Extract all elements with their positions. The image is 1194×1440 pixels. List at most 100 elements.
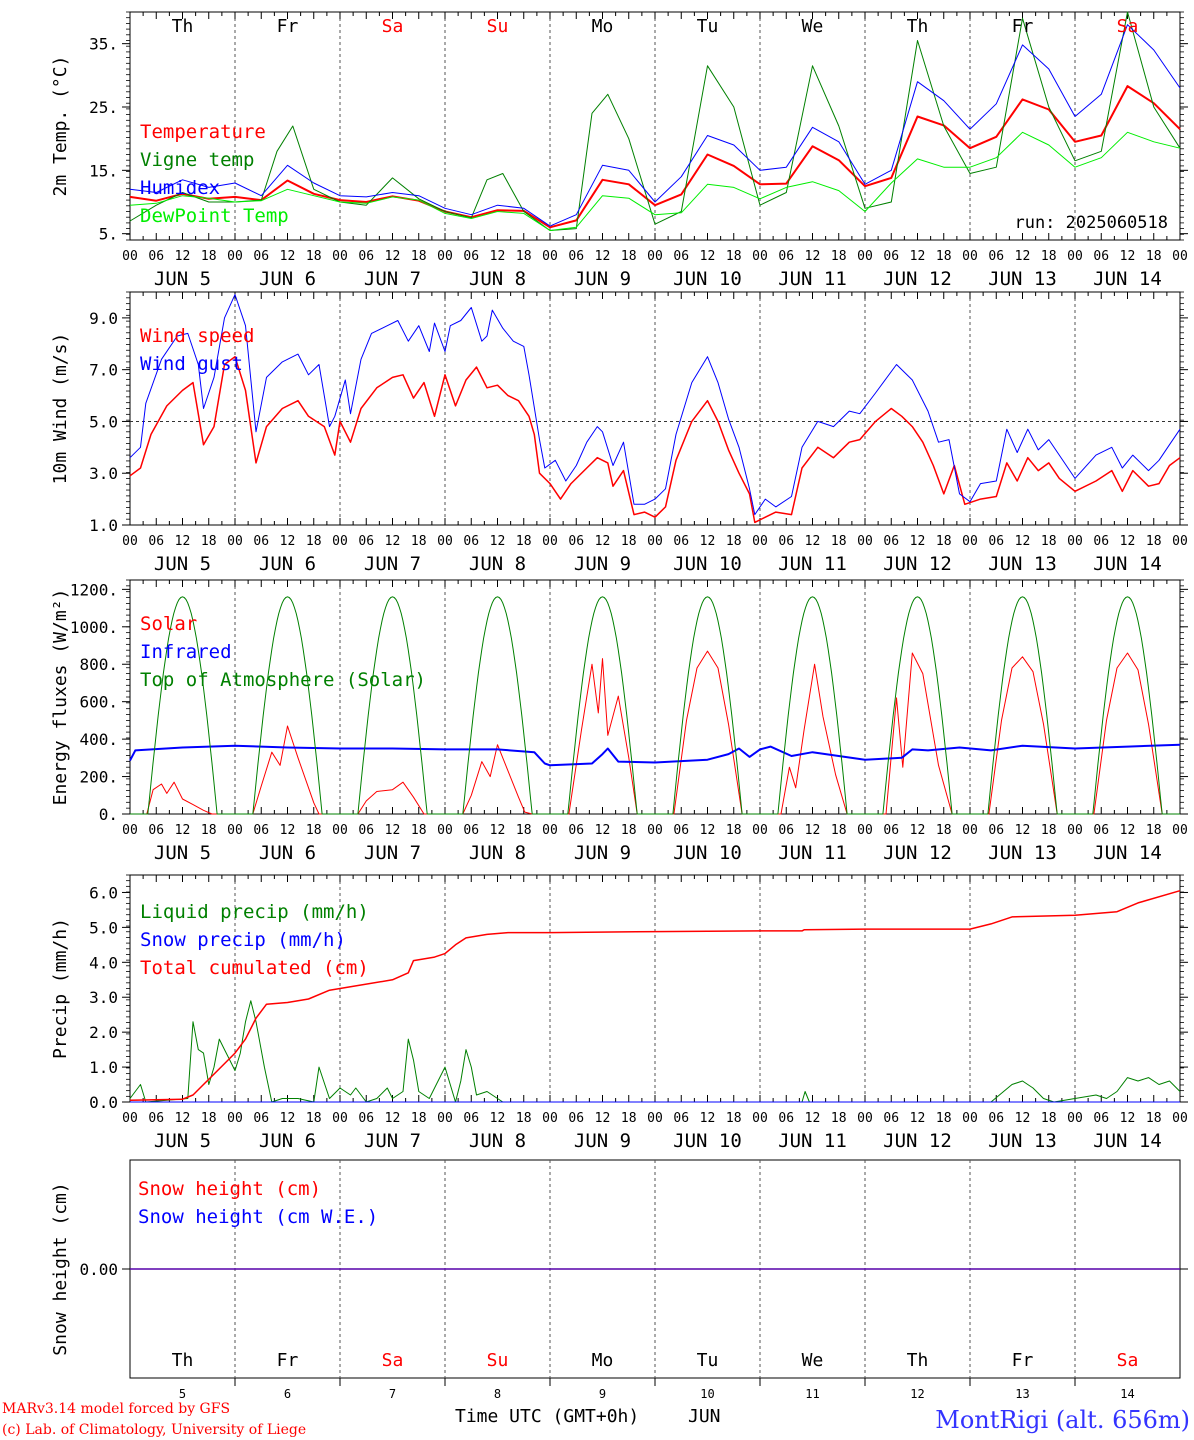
day-number-label: 7 [389,1387,396,1401]
y-axis-title: Snow height (cm) [50,1182,71,1355]
y-tick-label: 5. [99,225,118,244]
y-tick-label: 1.0 [89,516,118,535]
hour-tick-label: 06 [358,249,374,264]
date-label: JUN 7 [364,842,421,864]
hour-tick-label: 12 [700,534,716,549]
legend-entry: Solar [140,613,197,635]
panel-3: 0. 200. 400. 600. 800. 1000. 1200.Energy fluxe… [50,579,1188,864]
date-label: JUN 9 [574,553,631,575]
hour-tick-label: 06 [988,823,1004,838]
date-label: JUN 12 [883,1130,952,1152]
hour-tick-label: 00 [857,249,873,264]
series-line-wind-gust [129,294,1181,516]
y-axis-title: 10m Wind (m/s) [50,333,71,485]
hour-tick-label: 12 [280,534,296,549]
hour-tick-label: 06 [148,534,164,549]
date-label: JUN 10 [673,268,742,290]
legend-entry: Snow precip (mm/h) [140,929,346,951]
hour-tick-label: 00 [647,534,663,549]
series-line-liquid-precip-mm-h- [129,1000,1181,1103]
hour-tick-label: 18 [726,1111,742,1126]
hour-tick-label: 18 [1146,249,1162,264]
hour-tick-label: 06 [358,534,374,549]
hour-tick-label: 00 [122,823,138,838]
hour-tick-label: 18 [516,1111,532,1126]
hour-tick-label: 12 [490,1111,506,1126]
hour-tick-label: 00 [857,823,873,838]
hour-tick-label: 18 [831,1111,847,1126]
hour-tick-label: 06 [1093,534,1109,549]
day-number-label: 10 [700,1387,714,1401]
hour-tick-label: 06 [568,534,584,549]
hour-tick-label: 12 [1015,534,1031,549]
hour-tick-label: 00 [962,249,978,264]
hour-tick-label: 18 [201,823,217,838]
hour-tick-label: 00 [542,249,558,264]
hour-tick-label: 00 [647,249,663,264]
hour-tick-label: 00 [1172,1111,1188,1126]
date-label: JUN 12 [883,553,952,575]
hour-tick-label: 18 [726,249,742,264]
y-tick-label: 3.0 [89,464,118,483]
hour-tick-label: 12 [910,534,926,549]
hour-tick-label: 06 [148,823,164,838]
hour-tick-label: 00 [1172,249,1188,264]
weekday-label: Th [907,1350,929,1371]
hour-tick-label: 12 [805,534,821,549]
y-tick-label: 15. [89,161,118,180]
date-label: JUN 7 [364,1130,421,1152]
hour-tick-label: 18 [201,249,217,264]
weekday-label: We [802,1350,824,1371]
date-label: JUN 5 [154,842,211,864]
weekday-label: Sa [1117,1350,1139,1371]
hour-tick-label: 00 [122,1111,138,1126]
hour-tick-label: 12 [805,823,821,838]
footer-model: MARv3.14 model forced by GFS [2,1401,230,1417]
panel-1: 5. 15. 25. 35. 2m Temp. (°C) Temperature Vigne… [50,11,1188,290]
hour-tick-label: 06 [988,534,1004,549]
legend-entry: Wind gust [140,353,243,375]
y-tick-label: 1000. [70,618,118,637]
legend-entry: Humidex [140,177,220,199]
date-label: JUN 14 [1093,842,1162,864]
hour-tick-label: 00 [1172,823,1188,838]
run-annotation: run: 2025060518 [1014,213,1168,233]
hour-tick-label: 12 [595,249,611,264]
hour-tick-label: 06 [1093,823,1109,838]
series-line-solar [130,650,1180,815]
series-line-vigne-temp [129,11,1181,231]
y-axis-title: Energy fluxes (W/m²) [50,589,71,806]
weekday-label: Fr [277,1350,299,1371]
hour-tick-label: 00 [542,823,558,838]
date-label: JUN 11 [778,268,847,290]
weekday-label: Fr [1012,1350,1034,1371]
date-label: JUN 9 [574,268,631,290]
hour-tick-label: 18 [1041,534,1057,549]
hour-tick-label: 00 [857,1111,873,1126]
date-label: JUN 10 [673,553,742,575]
hour-tick-label: 12 [280,249,296,264]
hour-tick-label: 06 [1093,1111,1109,1126]
day-number-label: 14 [1120,1387,1134,1401]
date-label: JUN 8 [469,553,526,575]
y-tick-label: 200. [79,768,118,787]
hour-tick-label: 00 [332,534,348,549]
hour-tick-label: 18 [831,249,847,264]
hour-tick-label: 00 [1172,534,1188,549]
weekday-label: Mo [592,16,614,37]
date-label: JUN 8 [469,1130,526,1152]
weekday-label: Fr [277,16,299,37]
hour-tick-label: 06 [148,1111,164,1126]
hour-tick-label: 00 [437,1111,453,1126]
hour-tick-label: 06 [988,1111,1004,1126]
y-tick-label: 9.0 [89,309,118,328]
hour-tick-label: 18 [306,249,322,264]
legend-entry: Liquid precip (mm/h) [140,901,369,923]
hour-tick-label: 00 [122,249,138,264]
hour-tick-label: 12 [700,823,716,838]
hour-tick-label: 06 [358,1111,374,1126]
hour-tick-label: 18 [936,249,952,264]
hour-tick-label: 18 [411,823,427,838]
hour-tick-label: 12 [805,1111,821,1126]
